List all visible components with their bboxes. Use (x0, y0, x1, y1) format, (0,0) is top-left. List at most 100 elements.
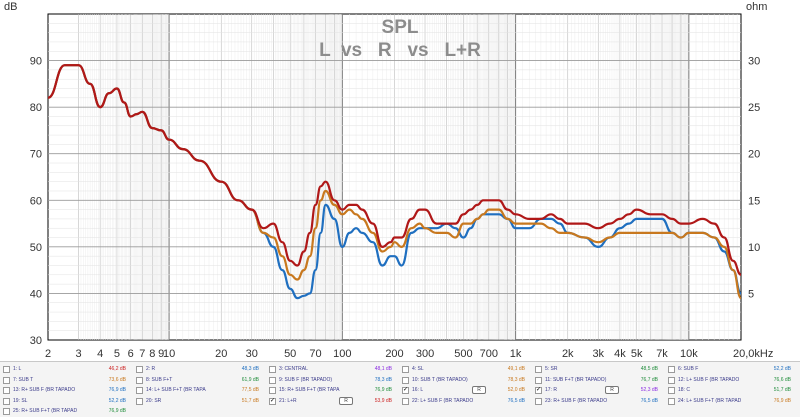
legend-label: 17: R (545, 387, 557, 393)
legend-item[interactable]: 24: L+ SUB F+T (BR TAPAD 76,9 dB (668, 396, 797, 406)
legend-checkbox[interactable] (668, 376, 675, 384)
x-tick-label: 6 (128, 348, 134, 360)
legend-item[interactable]: 13: R+ SUB F (BR TAPADO 76,9 dB (3, 385, 132, 395)
legend-checkbox[interactable] (136, 387, 143, 394)
legend-label: 18: C (678, 387, 690, 393)
y-left-unit-label: dB (4, 1, 17, 13)
legend-checkbox[interactable]: ✓ (269, 397, 276, 405)
legend-checkbox[interactable] (402, 366, 409, 373)
legend-item[interactable]: 12: L+ SUB F (BR TAPADO 76,6 dB (668, 375, 797, 385)
legend-checkbox[interactable] (668, 387, 675, 394)
y-right-tick-label: 30 (748, 56, 760, 68)
legend-checkbox[interactable] (136, 397, 143, 405)
legend-item[interactable]: ✓ 21: L+R R 53,9 dB (269, 396, 398, 406)
legend-checkbox[interactable] (3, 387, 10, 394)
legend-item[interactable]: 19: SL 52,2 dB (3, 396, 132, 406)
legend-checkbox[interactable]: ✓ (402, 387, 409, 394)
legend-checkbox[interactable] (402, 397, 409, 405)
legend-item[interactable]: ✓ 16: L R 52,0 dB (402, 385, 531, 395)
legend-item[interactable]: 6: SUB F 52,2 dB (668, 364, 797, 374)
legend-value: 61,9 dB (241, 376, 259, 383)
legend-label: 25: R+ SUB F+T (BR TAPAD (13, 408, 78, 414)
legend-label: 15: R+ SUB F+T (BR TAPA (279, 387, 340, 393)
legend-item[interactable]: 5: SR 48,5 dB (535, 364, 664, 374)
legend-value: 49,1 dB (507, 366, 525, 372)
legend-label: 16: L (412, 387, 424, 393)
legend-checkbox[interactable] (668, 366, 675, 373)
legend-checkbox[interactable] (3, 366, 10, 373)
legend-item[interactable]: 22: L+ SUB F (BR TAPADO 76,5 dB (402, 396, 531, 406)
legend-label: 11: SUB F+T (BR TAPADO) (545, 376, 607, 383)
legend-item[interactable]: 14: L+ SUB F+T (BR TAPA 77,5 dB (136, 385, 265, 395)
legend-checkbox[interactable] (402, 376, 409, 384)
legend-range-marker[interactable]: R (339, 396, 353, 405)
legend-item[interactable]: 10: SUB T (BR TAPADO) 78,3 dB (402, 375, 531, 385)
legend-value: 76,9 dB (773, 397, 791, 404)
legend-value: 76,5 dB (507, 397, 525, 404)
legend-range-marker[interactable]: R (605, 386, 619, 394)
legend-label: 3: CENTRAL (279, 366, 308, 372)
legend-item[interactable]: 11: SUB F+T (BR TAPADO) 76,7 dB (535, 375, 664, 385)
legend-checkbox[interactable] (3, 397, 10, 405)
legend-item[interactable]: 20: SR 51,7 dB (136, 396, 265, 406)
x-tick-label: 5k (631, 348, 643, 360)
y-right-tick-label: 25 (748, 102, 760, 114)
legend-checkbox[interactable] (269, 387, 276, 394)
legend-item[interactable]: 7: SUB T 73,6 dB (3, 375, 132, 385)
legend-value: 78,3 dB (507, 376, 525, 383)
legend-item[interactable]: 23: R+ SUB F (BR TAPADO 76,5 dB (535, 396, 664, 406)
x-tick-label: 70 (309, 348, 321, 360)
legend-checkbox[interactable] (269, 366, 276, 373)
legend-label: 14: L+ SUB F+T (BR TAPA (146, 387, 206, 393)
legend-value: 52,3 dB (640, 387, 658, 393)
x-tick-label: 50 (284, 348, 296, 360)
legend-value: 48,1 dB (374, 366, 392, 372)
y-right-tick-label: 5 (748, 288, 754, 300)
x-tick-label: 9 (158, 348, 164, 360)
measurement-legend: 1: L 46,2 dB 2: R 48,3 dB 3: CENTRAL 48,1 dB 4… (0, 361, 800, 417)
legend-value: 53,9 dB (374, 397, 392, 404)
x-tick-label: 20 (215, 348, 227, 360)
legend-item[interactable]: ✓ 17: R R 52,3 dB (535, 385, 664, 395)
y-left-tick-label: 90 (30, 56, 42, 68)
legend-label: 21: L+R (279, 397, 297, 404)
y-left-tick-label: 60 (30, 195, 42, 207)
legend-item[interactable]: 3: CENTRAL 48,1 dB (269, 364, 398, 374)
legend-checkbox[interactable] (3, 408, 10, 415)
y-left-tick-label: 80 (30, 102, 42, 114)
x-tick-label: 30 (246, 348, 258, 360)
x-tick-label: 2k (562, 348, 574, 360)
legend-item[interactable]: 1: L 46,2 dB (3, 364, 132, 374)
legend-checkbox[interactable] (3, 376, 10, 384)
legend-value: 51,7 dB (241, 397, 259, 404)
x-tick-label: 1k (510, 348, 522, 360)
legend-item[interactable]: 25: R+ SUB F+T (BR TAPAD 76,9 dB (3, 406, 132, 416)
legend-checkbox[interactable] (269, 376, 276, 384)
legend-checkbox[interactable] (136, 366, 143, 373)
chart-subtitle: L vs R vs L+R (319, 40, 481, 61)
legend-checkbox[interactable] (136, 376, 143, 384)
legend-checkbox[interactable] (535, 397, 542, 405)
legend-item[interactable]: 9: SUB F (BR TAPADO) 78,3 dB (269, 375, 398, 385)
x-tick-label: 10 (163, 348, 175, 360)
legend-checkbox[interactable] (668, 397, 675, 405)
legend-item[interactable]: 2: R 48,3 dB (136, 364, 265, 374)
legend-range-marker[interactable]: R (472, 386, 486, 394)
legend-value: 52,2 dB (773, 366, 791, 372)
legend-checkbox[interactable] (535, 366, 542, 373)
legend-checkbox[interactable] (535, 376, 542, 384)
legend-item[interactable]: 4: SL 49,1 dB (402, 364, 531, 374)
x-tick-label: 2 (45, 348, 51, 360)
legend-value: 48,3 dB (241, 366, 259, 372)
legend-item[interactable]: 15: R+ SUB F+T (BR TAPA 76,9 dB (269, 385, 398, 395)
legend-item[interactable]: 18: C 51,7 dB (668, 385, 797, 395)
legend-item[interactable]: 8: SUB F+T 61,9 dB (136, 375, 265, 385)
legend-value: 78,3 dB (374, 376, 392, 383)
legend-value: 73,6 dB (108, 376, 126, 383)
legend-checkbox[interactable]: ✓ (535, 387, 542, 394)
y-left-tick-label: 30 (30, 335, 42, 347)
legend-label: 13: R+ SUB F (BR TAPADO (13, 387, 76, 393)
x-tick-label: 5 (114, 348, 120, 360)
legend-label: 1: L (13, 366, 22, 372)
